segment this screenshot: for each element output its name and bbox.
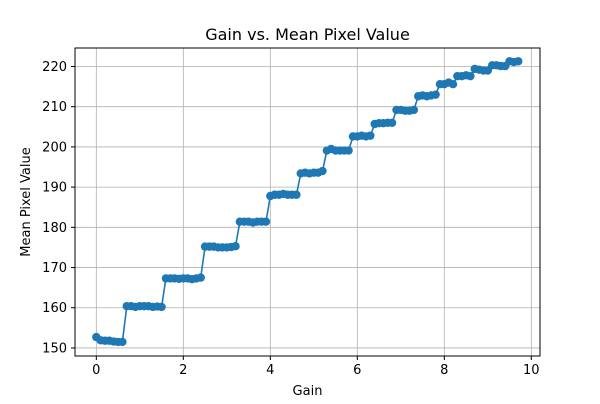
x-tick-label: 0 xyxy=(92,363,100,378)
y-tick-label: 190 xyxy=(42,181,67,196)
x-axis-label: Gain xyxy=(293,384,323,399)
data-point xyxy=(196,273,205,282)
x-tick-label: 2 xyxy=(179,363,187,378)
data-point xyxy=(231,242,240,251)
data-point xyxy=(514,57,523,66)
data-point xyxy=(366,131,375,140)
y-tick-label: 210 xyxy=(42,100,67,115)
data-point xyxy=(318,166,327,176)
data-point xyxy=(431,90,440,99)
y-tick-label: 150 xyxy=(42,341,67,356)
y-tick-label: 180 xyxy=(42,221,67,236)
data-point xyxy=(157,302,166,312)
series-line-group xyxy=(92,57,523,347)
data-point xyxy=(448,79,458,89)
data-point xyxy=(344,146,353,155)
axis-ticks: 0 2 4 6 8 10 150 160 170 180 190 200 210 220 xyxy=(42,60,539,378)
y-tick-label: 200 xyxy=(42,140,67,155)
chart-title: Gain vs. Mean Pixel Value xyxy=(205,25,410,44)
data-point xyxy=(292,190,301,199)
x-tick-label: 8 xyxy=(440,363,448,378)
data-point xyxy=(409,105,419,115)
plot-area-frame xyxy=(74,47,541,357)
y-tick-label: 220 xyxy=(42,60,67,75)
y-tick-label: 160 xyxy=(42,301,67,316)
x-tick-label: 10 xyxy=(523,363,540,378)
x-tick-label: 4 xyxy=(266,363,274,378)
data-point xyxy=(387,118,397,127)
data-point xyxy=(118,337,127,347)
data-point xyxy=(466,71,475,81)
y-tick-label: 170 xyxy=(42,261,67,276)
y-axis-label: Mean Pixel Value xyxy=(19,147,34,256)
data-point xyxy=(261,217,271,226)
x-tick-label: 6 xyxy=(353,363,361,378)
